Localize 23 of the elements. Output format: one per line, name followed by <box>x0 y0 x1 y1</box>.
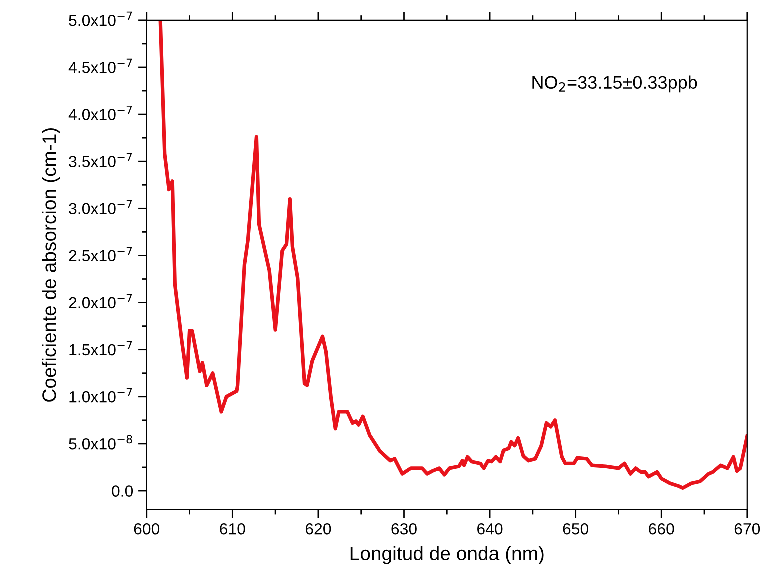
x-tick-label: 600 <box>134 523 160 535</box>
y-tick-label: 0.0 <box>112 486 134 497</box>
y-tick-label: 1.5x10$^{−7}$ <box>70 341 132 356</box>
y-tick-label: 5.0x10$^{−7}$ <box>69 12 132 26</box>
y-tick-label: 2.5x10$^{−7}$ <box>69 247 132 262</box>
y-axis-title: Coeficiente de absorcion (cm-1) <box>42 128 60 402</box>
x-axis-title: Longitud de onda (nm) <box>350 546 544 564</box>
y-tick-label: 2.0x10$^{−7}$ <box>69 294 132 309</box>
y-tick-label: 3.0x10$^{−7}$ <box>69 200 132 215</box>
y-tick-label: 5.0x10$^{−8}$ <box>69 435 132 450</box>
x-tick-label: 650 <box>563 523 589 535</box>
x-tick-label: 660 <box>649 523 674 535</box>
y-tick-label: 4.5x10$^{−7}$ <box>68 58 132 74</box>
x-tick-label: 670 <box>734 523 760 535</box>
y-tick-label: 4.0x10$^{−7}$ <box>68 106 132 120</box>
x-tick-label: 610 <box>220 523 246 535</box>
x-tick-label: 630 <box>392 523 417 535</box>
x-tick-label: 620 <box>306 523 332 535</box>
x-tick-label: 640 <box>478 523 503 535</box>
line-series <box>158 20 748 490</box>
y-tick-label: 3.5x10$^{−7}$ <box>69 153 132 168</box>
y-tick-label: 1.0x10$^{−7}$ <box>70 388 132 403</box>
annotation: NO$_{2}$=33.15±0.33ppb <box>532 76 698 93</box>
